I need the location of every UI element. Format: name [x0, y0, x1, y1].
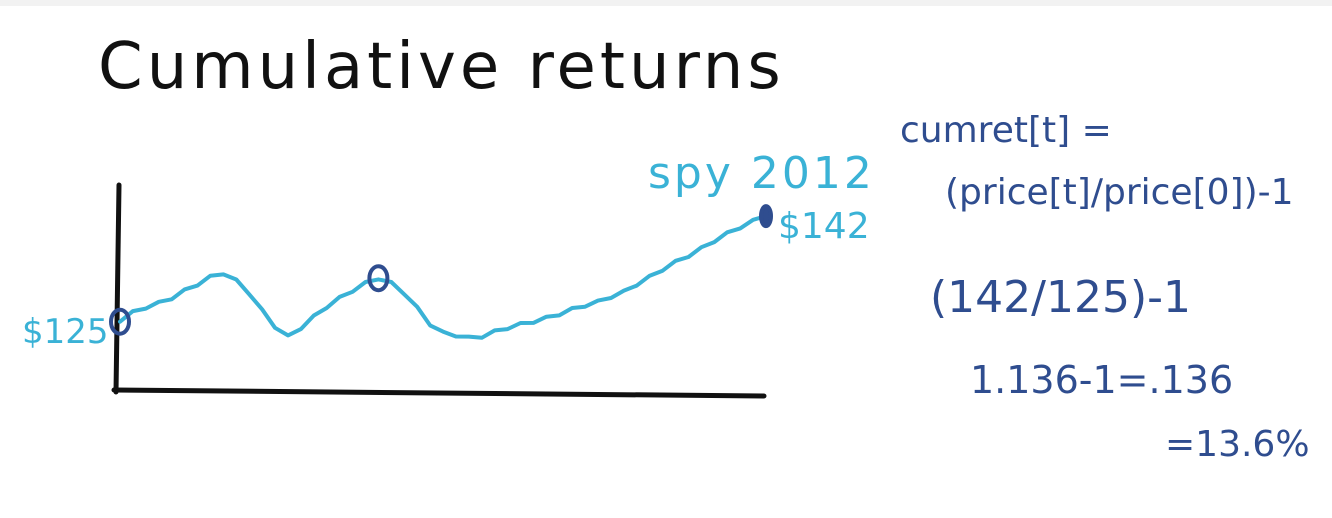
data-point-marker-1 — [367, 264, 390, 293]
data-point-marker-0 — [109, 307, 131, 336]
formula-line-5: =13.6% — [1165, 424, 1310, 465]
formula-line-3: (142/125)-1 — [930, 272, 1191, 323]
start-price-label: $125 — [22, 312, 109, 352]
x-axis — [111, 387, 767, 399]
formula-line-2: (price[t]/price[0])-1 — [945, 172, 1294, 213]
y-axis — [113, 182, 122, 395]
formula-line-1: cumret[t] = — [900, 110, 1112, 151]
formula-line-4: 1.136-1=.136 — [970, 358, 1234, 402]
top-bar — [0, 0, 1332, 6]
series-label: spy 2012 — [648, 148, 875, 199]
page-title: Cumulative returns — [98, 30, 785, 104]
end-price-label: $142 — [778, 206, 870, 247]
series-line — [118, 214, 768, 340]
data-point-marker-2 — [759, 204, 773, 229]
